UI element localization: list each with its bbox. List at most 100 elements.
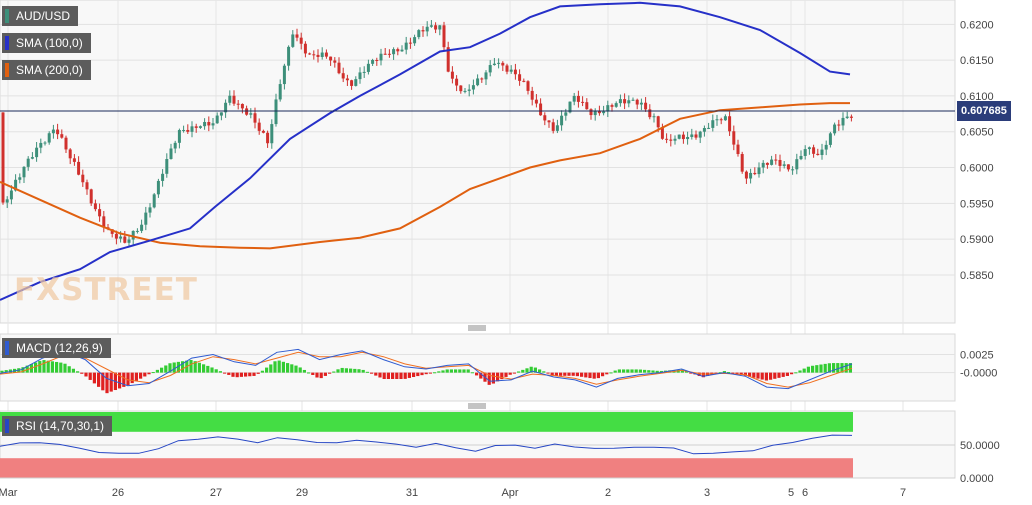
candle-body <box>140 224 144 231</box>
macd-hist-bar <box>622 369 626 373</box>
macd-hist-bar <box>361 369 365 373</box>
candle-body <box>526 81 530 91</box>
candle-body <box>698 131 702 138</box>
macd-hist-bar <box>307 372 311 374</box>
macd-hist-bar <box>500 372 504 380</box>
macd-hist-bar <box>487 372 491 385</box>
macd-hist-bar <box>391 372 395 380</box>
macd-hist-bar <box>197 362 201 373</box>
macd-hist-bar <box>273 361 277 373</box>
macd-panel: 0.0025 -0.0000 <box>0 333 997 402</box>
rsi-tag[interactable]: RSI (14,70,30,1) <box>2 416 113 436</box>
macd-hist-bar <box>8 369 12 373</box>
candle-body <box>211 123 215 126</box>
macd-hist-bar <box>344 368 348 373</box>
candle-body <box>841 117 845 126</box>
macd-hist-bar <box>311 372 315 375</box>
macd-hist-bar <box>281 361 285 373</box>
time-tick-label: 31 <box>406 487 418 499</box>
macd-hist-bar <box>399 372 403 380</box>
candle-body <box>127 239 131 243</box>
macd-hist-bar <box>328 372 332 374</box>
macd-hist-bar <box>374 372 378 376</box>
macd-hist-bar <box>277 360 281 373</box>
macd-hist-bar <box>151 372 155 374</box>
rsi-gridlines <box>0 444 955 479</box>
candle-body <box>488 65 492 73</box>
candle-body <box>429 25 433 27</box>
time-tick-label: 2 <box>605 487 611 499</box>
symbol-tag[interactable]: AUD/USD <box>2 6 79 26</box>
candle-body <box>203 122 207 127</box>
macd-hist-bar <box>38 360 42 373</box>
macd-hist-bar <box>336 369 340 373</box>
macd-hist-bar <box>643 369 647 373</box>
macd-hist-bar <box>659 370 663 373</box>
candle-body <box>723 116 727 121</box>
macd-hist-bar <box>685 371 689 373</box>
candle-body <box>740 154 744 172</box>
macd-hist-bar <box>609 372 613 374</box>
rsi-tick-label: 50.0000 <box>960 440 1000 452</box>
macd-hist-bar <box>428 372 432 374</box>
macd-hist-bar <box>458 369 462 373</box>
macd-hist-bar <box>63 363 67 373</box>
candle-body <box>287 46 291 66</box>
macd-hist-bar <box>231 372 235 377</box>
candle-body <box>539 103 543 116</box>
macd-hist-bar <box>118 372 122 389</box>
candle-body <box>686 136 690 140</box>
macd-hist-bar <box>244 372 248 377</box>
macd-hist-bar <box>407 372 411 378</box>
candle-body <box>308 53 312 55</box>
macd-hist-bar <box>790 372 794 375</box>
candle-body <box>26 158 30 167</box>
macd-hist-bar <box>370 372 374 374</box>
candle-body <box>484 72 488 80</box>
candle-body <box>341 73 345 79</box>
candle-body <box>690 134 694 137</box>
macd-hist-bar <box>332 371 336 373</box>
candle-body <box>232 95 236 104</box>
sma200-label: SMA (200,0) <box>16 63 83 77</box>
candle-body <box>455 78 459 86</box>
price-tick-label: 0.6200 <box>960 19 994 31</box>
macd-hist-bar <box>832 363 836 373</box>
candle-body <box>224 102 228 113</box>
macd-hist-bar <box>134 372 138 381</box>
candle-body <box>467 89 471 91</box>
macd-hist-bar <box>794 372 798 374</box>
macd-hist-bar <box>735 372 739 374</box>
candle-body <box>299 37 303 44</box>
candle-body <box>98 209 102 217</box>
candle-body <box>501 62 505 66</box>
macd-hist-bar <box>731 372 735 374</box>
candle-body <box>581 101 585 103</box>
macd-hist-bar <box>130 372 134 384</box>
panel-separator-1[interactable] <box>468 325 486 331</box>
candle-body <box>198 126 202 128</box>
macd-hist-bar <box>525 368 529 373</box>
candle-body <box>824 144 828 150</box>
candle-body <box>236 103 240 105</box>
candle-body <box>555 125 559 131</box>
sma200-tag[interactable]: SMA (200,0) <box>2 60 91 80</box>
macd-hist-bar <box>546 372 550 374</box>
macd-hist-bar <box>601 372 605 377</box>
candle-body <box>64 137 68 150</box>
macd-tag[interactable]: MACD (12,26,9) <box>2 338 111 358</box>
macd-hist-bar <box>252 372 256 376</box>
macd-hist-bar <box>172 362 176 373</box>
fxstreet-watermark: FXSTREET <box>14 272 198 308</box>
candle-body <box>366 63 370 72</box>
candle-body <box>81 174 85 183</box>
candle-body <box>492 63 496 66</box>
macd-hist-bar <box>67 366 71 373</box>
macd-hist-bar <box>811 365 815 373</box>
candle-body <box>681 134 685 140</box>
sma100-tag[interactable]: SMA (100,0) <box>2 33 91 53</box>
macd-histogram <box>0 359 852 394</box>
panel-separator-2[interactable] <box>468 403 486 409</box>
candle-body <box>778 159 782 166</box>
time-tick-label: 7 <box>900 487 906 499</box>
